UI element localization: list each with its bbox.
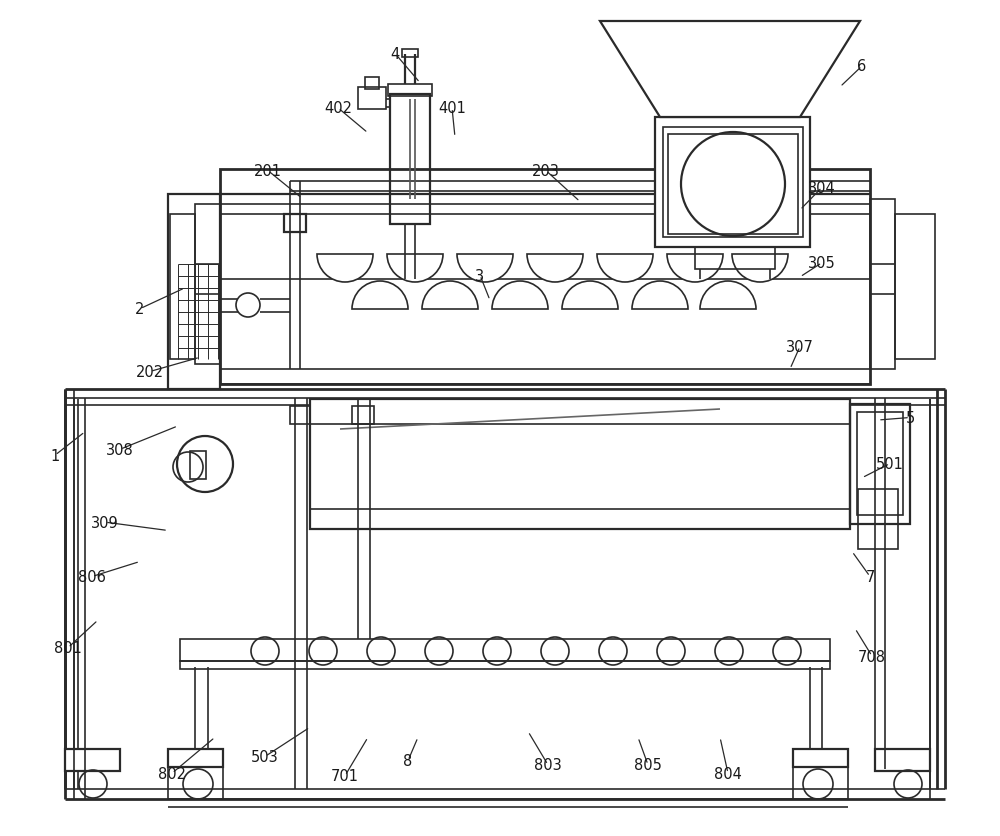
Bar	[170, 215, 195, 359]
Text: 201: 201	[254, 164, 282, 179]
Bar	[358, 88, 386, 110]
Wedge shape	[457, 255, 513, 283]
Text: 8: 8	[403, 753, 413, 768]
Bar	[875, 749, 930, 771]
Bar	[793, 749, 848, 767]
Wedge shape	[700, 282, 756, 309]
Text: 2: 2	[135, 302, 145, 317]
Text: 805: 805	[634, 757, 662, 772]
Text: 5: 5	[905, 410, 915, 426]
Wedge shape	[732, 255, 788, 283]
Bar	[65, 749, 120, 771]
Bar	[180, 661, 830, 669]
Text: 307: 307	[786, 339, 814, 354]
Polygon shape	[600, 22, 860, 118]
Wedge shape	[597, 255, 653, 283]
Text: 7: 7	[865, 569, 875, 584]
Text: 6: 6	[857, 59, 867, 74]
Bar	[284, 215, 306, 232]
Bar	[655, 118, 810, 247]
Text: 401: 401	[438, 101, 466, 116]
Wedge shape	[562, 282, 618, 309]
Wedge shape	[422, 282, 478, 309]
Bar	[220, 170, 870, 385]
Bar	[668, 135, 798, 235]
Wedge shape	[387, 255, 443, 283]
Text: 203: 203	[532, 164, 560, 179]
Bar	[895, 215, 935, 359]
Bar	[402, 50, 418, 58]
Wedge shape	[632, 282, 688, 309]
Bar	[388, 85, 432, 97]
Wedge shape	[667, 255, 723, 283]
Text: 804: 804	[714, 766, 742, 781]
Text: 402: 402	[324, 101, 352, 116]
Bar	[663, 128, 803, 237]
Bar	[168, 749, 223, 767]
Bar	[352, 406, 374, 425]
Text: 1: 1	[50, 448, 60, 463]
Text: 801: 801	[54, 640, 82, 655]
Wedge shape	[527, 255, 583, 283]
Text: 308: 308	[106, 442, 134, 457]
Text: 701: 701	[331, 768, 359, 783]
Bar	[390, 95, 430, 225]
Text: 806: 806	[78, 569, 106, 584]
Text: 802: 802	[158, 766, 186, 781]
Text: 803: 803	[534, 757, 562, 772]
Text: 3: 3	[475, 268, 485, 283]
Bar	[850, 405, 910, 524]
Wedge shape	[317, 255, 373, 283]
Text: 202: 202	[136, 364, 164, 380]
Bar	[195, 205, 220, 364]
Wedge shape	[492, 282, 548, 309]
Text: 305: 305	[808, 256, 836, 271]
Text: 309: 309	[91, 515, 119, 530]
Bar	[168, 195, 220, 390]
Text: 4: 4	[390, 47, 400, 62]
Bar	[365, 78, 379, 90]
Bar	[857, 412, 903, 515]
Bar	[695, 247, 775, 270]
Bar	[190, 451, 206, 479]
Bar	[310, 400, 850, 529]
Bar	[180, 640, 830, 661]
Text: 708: 708	[858, 649, 886, 664]
Text: 501: 501	[876, 456, 904, 472]
Wedge shape	[352, 282, 408, 309]
Text: 304: 304	[808, 181, 836, 196]
Bar	[870, 200, 895, 370]
Bar	[290, 406, 310, 425]
Bar	[858, 489, 898, 549]
Text: 503: 503	[251, 749, 279, 764]
